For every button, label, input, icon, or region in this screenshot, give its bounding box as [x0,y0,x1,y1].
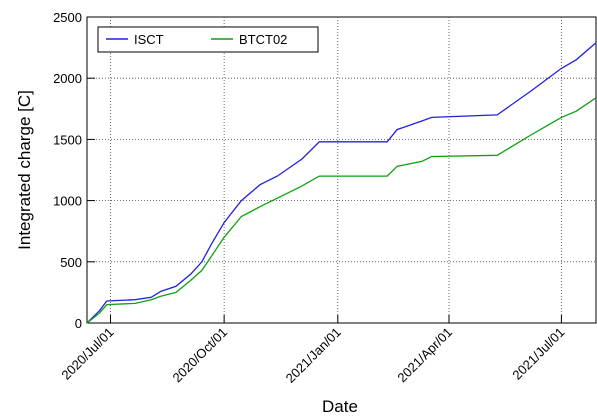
series-line [86,97,597,324]
series-line [86,42,597,324]
y-tick-label: 1000 [53,194,82,209]
y-tick-label: 2500 [53,10,82,25]
x-tick-label: 2020/Oct/01 [170,325,231,386]
legend-label: ISCT [134,32,164,47]
x-tick-label: 2021/Jan/01 [283,325,344,386]
legend-box [97,26,319,53]
x-tick-label: 2021/Jul/01 [509,325,567,383]
x-tick-label: 2021/Apr/01 [394,325,455,386]
x-tick-label: 2020/Jul/01 [58,325,116,383]
y-axis-label: Integrated charge [C] [15,90,34,250]
y-tick-label: 500 [60,255,82,270]
plot-frame [86,16,597,324]
x-axis-label: Date [322,397,358,416]
legend-label: BTCT02 [239,32,287,47]
y-tick-label: 2000 [53,71,82,86]
y-tick-label: 1500 [53,132,82,147]
y-tick-label: 0 [75,316,82,331]
